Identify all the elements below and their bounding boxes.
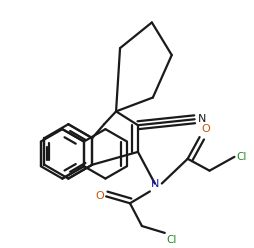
Text: Cl: Cl xyxy=(167,235,177,245)
Text: N: N xyxy=(151,179,159,188)
Text: Cl: Cl xyxy=(236,152,247,162)
Text: O: O xyxy=(95,191,104,201)
Text: O: O xyxy=(202,124,210,134)
Text: N: N xyxy=(198,114,206,124)
